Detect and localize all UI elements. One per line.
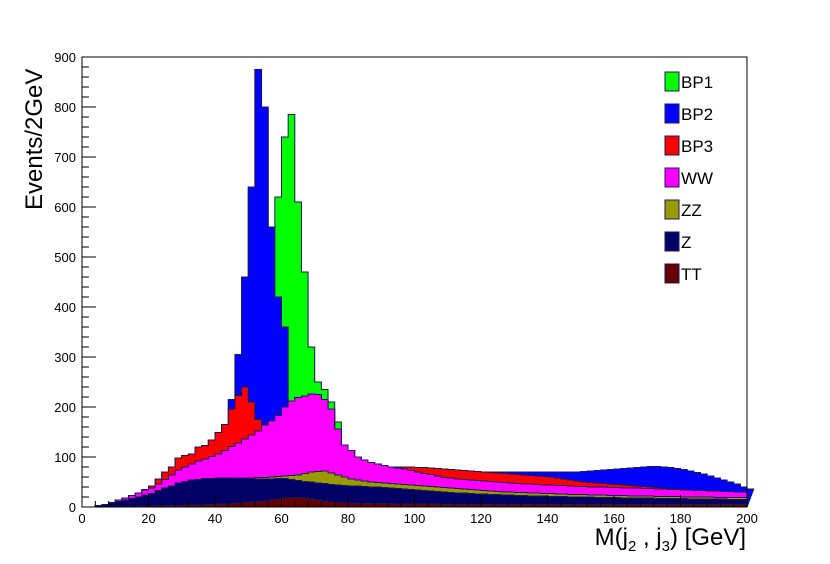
x-tick-label: 60 [274, 511, 288, 526]
x-tick-label: 100 [404, 511, 426, 526]
legend-label-z: Z [681, 233, 691, 252]
histogram-stack [82, 69, 755, 508]
series-area-tt [82, 497, 748, 508]
y-tick-label: 200 [54, 400, 76, 415]
legend-label-ww: WW [681, 169, 713, 188]
legend-swatch-z [664, 231, 680, 252]
x-tick-label: 200 [736, 511, 758, 526]
y-tick-label: 400 [54, 300, 76, 315]
y-tick-label: 900 [54, 50, 76, 65]
y-axis: 0 100 200 300 400 500 600 700 800 900 [54, 50, 96, 515]
legend-label-tt: TT [681, 265, 702, 284]
x-axis-title-sub-2: 2 [628, 538, 636, 555]
x-axis-title-main: M(j [595, 524, 628, 551]
y-tick-label: 0 [69, 500, 76, 515]
x-axis-title-sub-3: 3 [662, 538, 670, 555]
legend-swatch-zz [664, 199, 680, 220]
y-tick-label: 500 [54, 250, 76, 265]
y-tick-label: 300 [54, 350, 76, 365]
legend-label-bp1: BP1 [681, 73, 713, 92]
y-axis-title: Events/2GeV [21, 69, 48, 210]
x-tick-label: 40 [208, 511, 222, 526]
x-axis-title-mid: , j [636, 524, 661, 551]
y-tick-label: 700 [54, 150, 76, 165]
x-tick-label: 180 [670, 511, 692, 526]
legend-swatch-tt [664, 263, 680, 284]
x-axis-title-end: ) [GeV] [670, 524, 746, 551]
y-tick-label: 800 [54, 100, 76, 115]
x-tick-label: 80 [341, 511, 355, 526]
legend-swatch-ww [664, 167, 680, 188]
x-tick-label: 160 [603, 511, 625, 526]
y-tick-label: 600 [54, 200, 76, 215]
x-axis: 0 20 40 60 80 100 120 140 160 180 200 [78, 495, 758, 526]
x-tick-label: 120 [470, 511, 492, 526]
x-tick-label: 140 [537, 511, 559, 526]
legend-label-zz: ZZ [681, 201, 702, 220]
y-tick-label: 100 [54, 450, 76, 465]
legend-swatch-bp2 [664, 103, 680, 124]
x-tick-label: 20 [141, 511, 155, 526]
series-area-z [82, 477, 748, 508]
legend-label-bp3: BP3 [681, 137, 713, 156]
legend-swatch-bp3 [664, 135, 680, 156]
legend-label-bp2: BP2 [681, 105, 713, 124]
legend-swatch-bp1 [664, 71, 680, 92]
x-tick-label: 0 [78, 511, 85, 526]
x-axis-title: M(j2 , j3) [GeV] [595, 524, 746, 555]
